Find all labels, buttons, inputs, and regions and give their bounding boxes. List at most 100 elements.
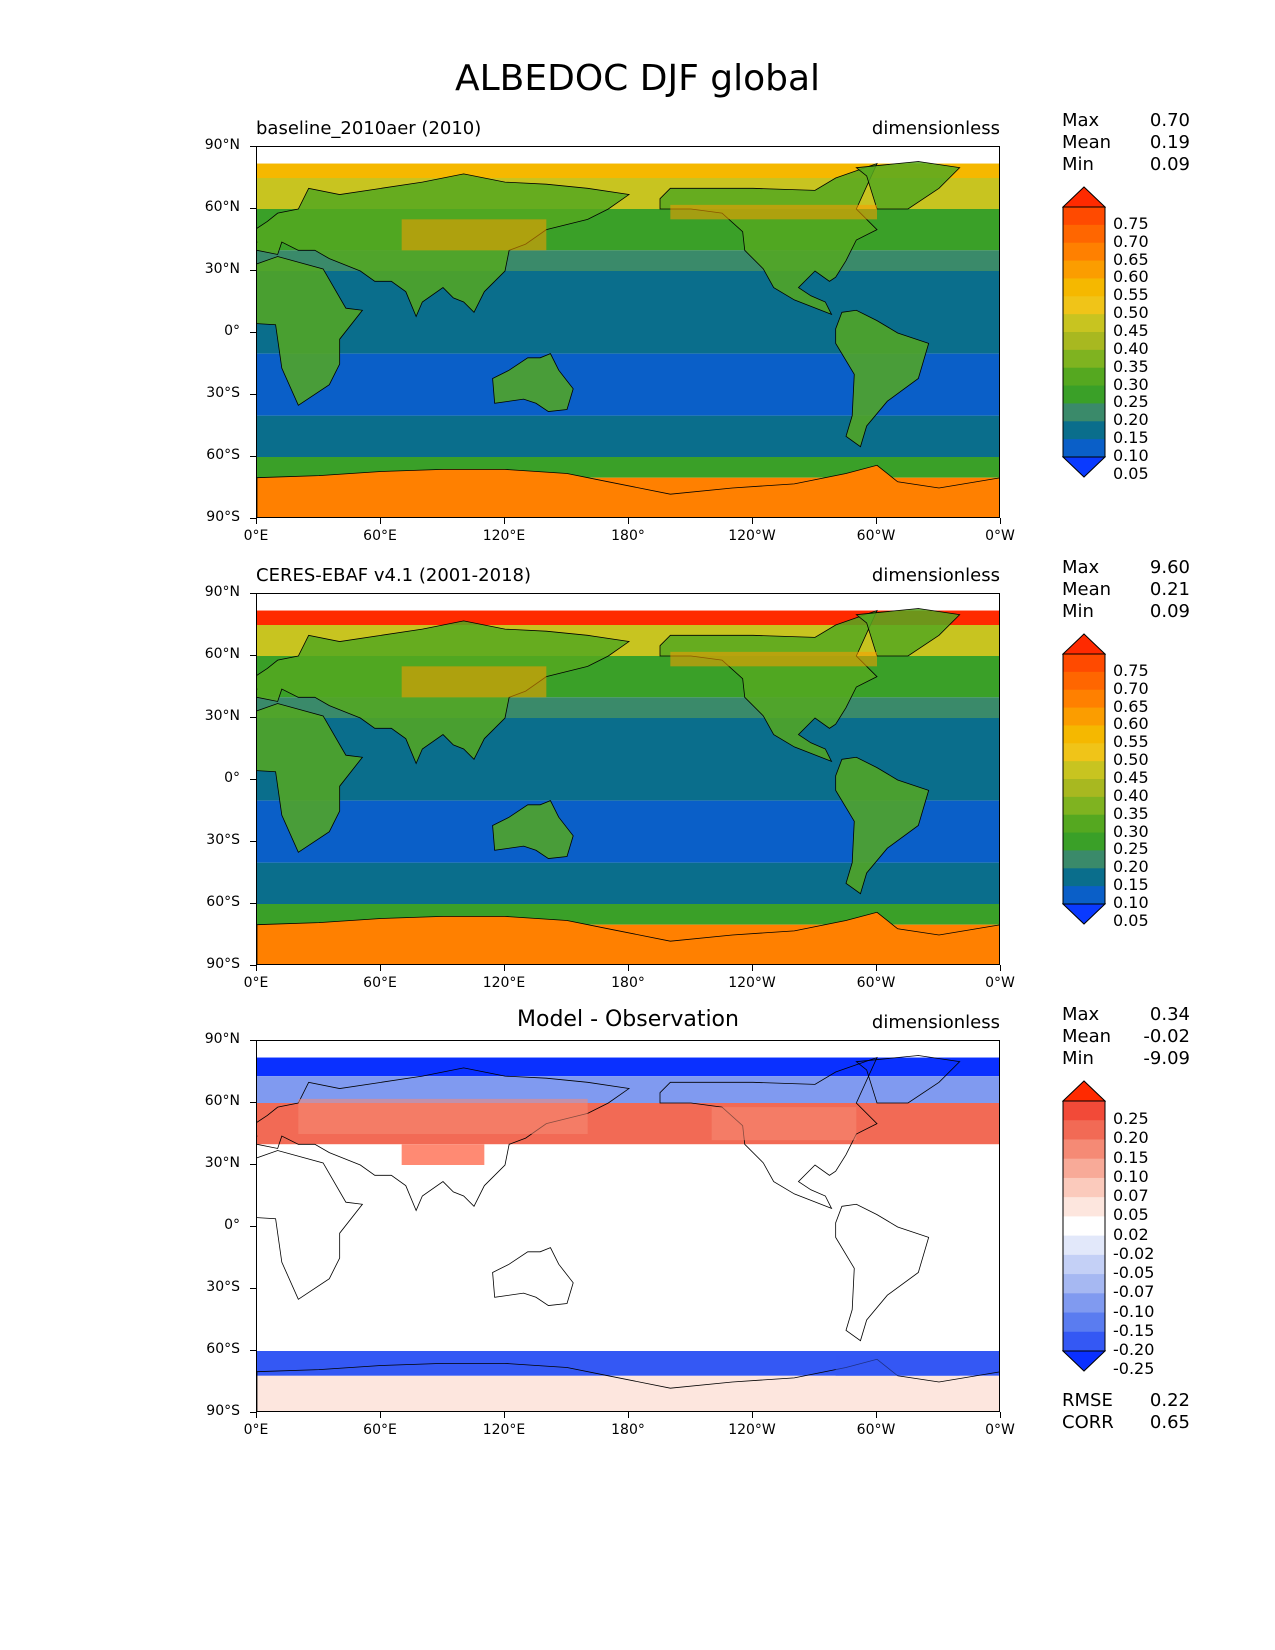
continent-africa [257, 703, 364, 853]
x-tick-mark [256, 518, 257, 524]
colorbar-tick-label: 0.60 [1113, 267, 1149, 287]
colorbar-tick-label: 0.70 [1113, 678, 1149, 698]
colorbar-segment [1063, 403, 1105, 422]
colorbar-tick-label: 0.10 [1113, 893, 1149, 912]
colorbar-tick-label: 0.05 [1113, 910, 1149, 930]
stat-label: Min [1062, 1048, 1094, 1069]
latitude-band [257, 415, 999, 457]
latitude-band [257, 147, 999, 164]
colorbar-segment [1063, 1293, 1105, 1314]
stat-value: 0.09 [1149, 601, 1190, 622]
latitude-band [257, 1041, 999, 1058]
units-label: dimensionless [871, 1012, 1000, 1033]
colorbar-segment [1063, 242, 1105, 262]
colorbar-segment [1063, 1235, 1105, 1256]
colorbar-segment [1063, 654, 1105, 673]
colorbar-segment [1063, 850, 1105, 869]
x-tick-label: 60°W [856, 1422, 896, 1438]
stat-label: CORR [1062, 1412, 1114, 1433]
difference-region [711, 1107, 857, 1141]
x-tick-mark [876, 518, 877, 524]
error-stats-block: RMSE 0.22 CORR 0.65 [1062, 1390, 1190, 1434]
x-tick-label: 180° [611, 975, 645, 991]
stat-label: Mean [1062, 579, 1112, 600]
stats-block: Max 9.60 Mean 0.21 Min 0.09 [1062, 557, 1190, 623]
continent-antarctica [257, 464, 999, 517]
colorbar-segment [1063, 1197, 1105, 1217]
map-plot [256, 146, 1000, 518]
stats-block: Max 0.34 Mean -0.02 Min -9.09 [1062, 1004, 1190, 1070]
y-tick-label: 60°S [206, 894, 240, 910]
colorbar-tick-label: -0.25 [1113, 1359, 1155, 1379]
stat-label: Min [1062, 601, 1094, 622]
colorbar-tick-label: 0.40 [1113, 785, 1149, 805]
colorbar-tick-label: 0.02 [1113, 1224, 1149, 1244]
colorbar-segment [1063, 1120, 1105, 1140]
colorbar-tick-label: 0.50 [1113, 750, 1149, 770]
y-tick-label: 60°N [204, 199, 240, 215]
y-tick-mark [250, 456, 256, 457]
colorbar-tick-label: 0.05 [1113, 463, 1149, 483]
x-tick-label: 0°E [243, 528, 269, 544]
snow-region [670, 651, 877, 667]
y-tick-label: 0° [224, 1217, 240, 1233]
stats-block: Max 0.70 Mean 0.19 Min 0.09 [1062, 110, 1190, 176]
y-tick-label: 30°N [204, 1155, 240, 1171]
stat-row: Mean 0.21 [1062, 579, 1190, 601]
continent-south-america [835, 1203, 930, 1342]
colorbar-segment [1063, 868, 1105, 887]
x-tick-label: 0°E [243, 1422, 269, 1438]
colorbar-segment [1063, 1177, 1105, 1198]
latitude-band [257, 610, 999, 625]
stat-row: RMSE 0.22 [1062, 1390, 1190, 1412]
y-tick-mark [250, 903, 256, 904]
x-tick-label: 180° [611, 1422, 645, 1438]
stat-label: Min [1062, 154, 1094, 175]
colorbar-segment [1063, 421, 1105, 440]
x-tick-mark [380, 965, 381, 971]
stat-label: RMSE [1062, 1390, 1113, 1411]
colorbar-extend-max [1061, 1080, 1107, 1102]
continent-africa [257, 1150, 364, 1300]
colorbar-segment [1063, 1254, 1105, 1275]
colorbar-segment [1063, 385, 1105, 404]
colorbar-tick-label: 0.30 [1113, 821, 1149, 841]
y-tick-mark [250, 1040, 256, 1041]
colorbar-tick-label: 0.40 [1113, 338, 1149, 358]
stat-label: Max [1062, 110, 1100, 131]
colorbar-tick-label: 0.20 [1113, 1128, 1149, 1148]
colorbar-tick-label: 0.65 [1113, 249, 1149, 269]
x-tick-mark [504, 965, 505, 971]
y-tick-label: 90°S [206, 1403, 240, 1419]
panel-title: baseline_2010aer (2010) [256, 118, 482, 139]
colorbar-segment [1063, 707, 1105, 726]
stat-value: 0.21 [1149, 579, 1190, 600]
y-tick-label: 90°N [204, 1031, 240, 1047]
colorbar-outline [1062, 206, 1106, 458]
y-tick-label: 30°S [206, 1279, 240, 1295]
colorbar-tick-label: 0.70 [1113, 231, 1149, 251]
x-tick-mark [504, 1412, 505, 1418]
colorbar-segment [1063, 1312, 1105, 1333]
map-plot [256, 593, 1000, 965]
units-label: dimensionless [871, 565, 1000, 586]
y-tick-mark [250, 394, 256, 395]
stat-value: 9.60 [1149, 557, 1190, 578]
colorbar-tick-label: 0.25 [1113, 1109, 1149, 1129]
colorbar-segment [1063, 260, 1105, 279]
colorbar-tick-label: 0.60 [1113, 714, 1149, 734]
latitude-band [257, 594, 999, 611]
continent-australia [492, 1247, 574, 1306]
continent-north-america [659, 162, 878, 316]
x-tick-label: 60°E [363, 528, 397, 544]
panel-title: Model - Observation [517, 1007, 739, 1032]
colorbar-tick-label: 0.45 [1113, 768, 1149, 787]
continent-south-america [835, 309, 930, 448]
colorbar [1061, 1080, 1107, 1376]
colorbar-tick-label: 0.15 [1113, 875, 1149, 895]
y-tick-label: 30°S [206, 385, 240, 401]
colorbar-tick-label: 0.15 [1113, 1147, 1149, 1167]
x-tick-label: 120°W [728, 528, 776, 544]
continent-australia [492, 353, 574, 412]
snow-region [401, 219, 547, 251]
